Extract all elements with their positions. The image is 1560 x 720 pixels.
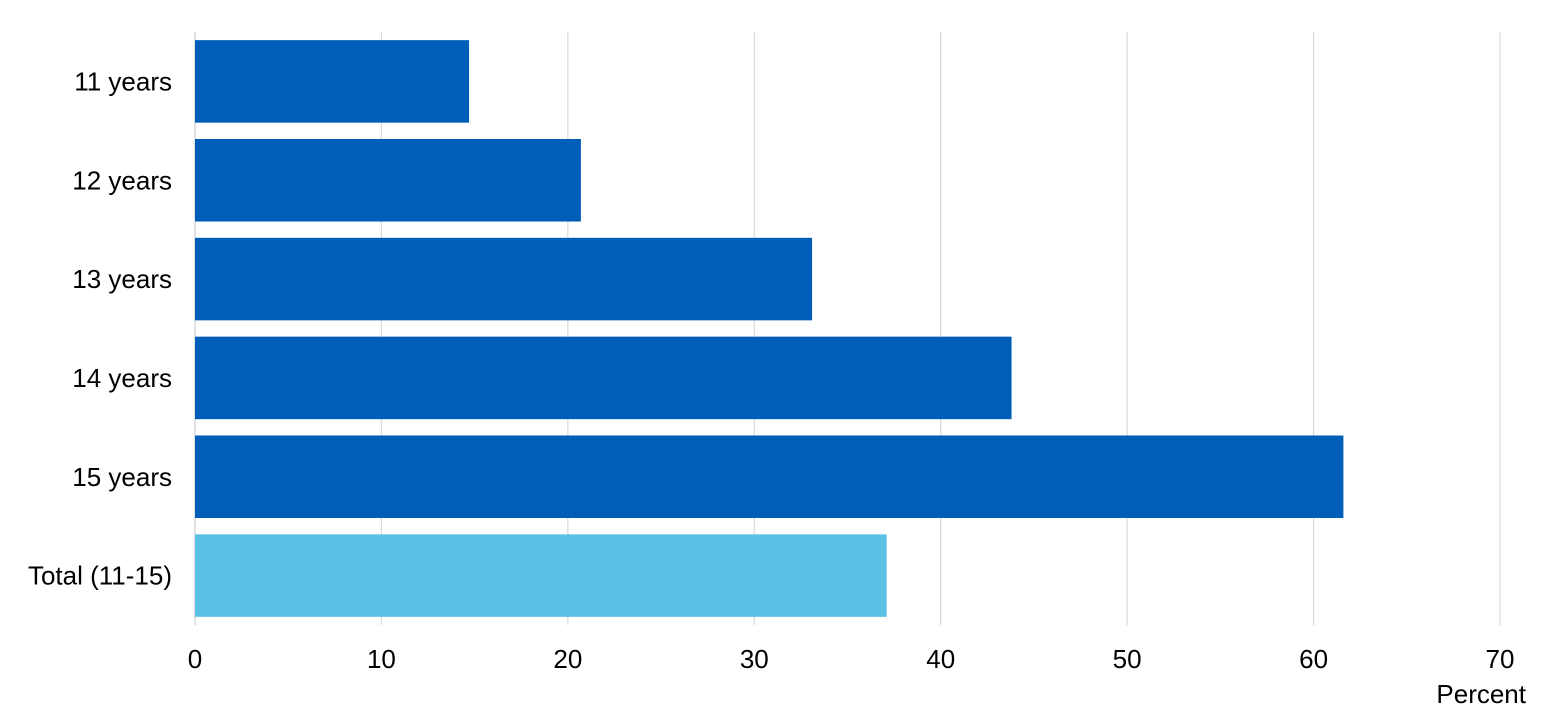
category-label: 14 years <box>72 363 172 393</box>
x-tick-label: 40 <box>926 644 955 674</box>
bars <box>195 40 1344 617</box>
x-tick-label: 0 <box>188 644 202 674</box>
category-label: 13 years <box>72 264 172 294</box>
category-label: 15 years <box>72 462 172 492</box>
x-tick-label: 70 <box>1486 644 1515 674</box>
bar <box>195 237 813 321</box>
bar <box>195 138 581 222</box>
category-label: 11 years <box>74 66 172 96</box>
category-labels: 11 years 12 years 13 years 14 years 15 years… <box>28 66 172 590</box>
bar <box>195 40 470 123</box>
bar <box>195 336 1012 420</box>
x-axis-label: Percent <box>1436 679 1526 709</box>
x-tick-label: 50 <box>1113 644 1142 674</box>
x-tick-label: 30 <box>740 644 769 674</box>
category-label: 12 years <box>72 165 172 195</box>
category-label: Total (11-15) <box>28 561 172 591</box>
gridlines <box>380 32 1501 625</box>
x-tick-label: 10 <box>367 644 396 674</box>
x-tick-labels: 0 10 20 30 40 50 60 70 <box>188 644 1515 674</box>
x-tick-label: 20 <box>553 644 582 674</box>
bar <box>195 435 1344 519</box>
bar <box>195 534 887 617</box>
x-tick-label: 60 <box>1299 644 1328 674</box>
